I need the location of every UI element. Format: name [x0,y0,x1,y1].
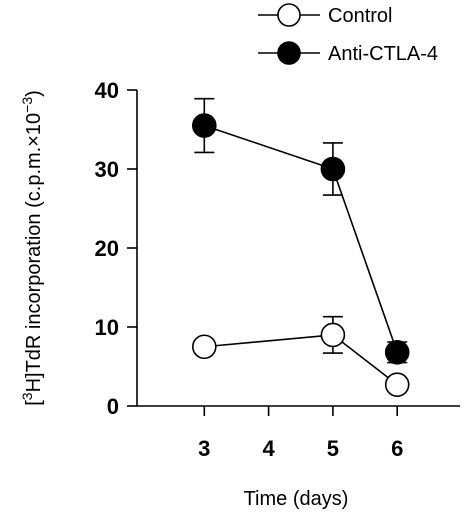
y-tick-label-0: 0 [107,394,119,419]
y-ticks: 0 10 20 30 40 [95,78,137,419]
series-layer [192,97,410,397]
legend: Control Anti-CTLA-4 [258,3,438,65]
y-tick-label-10: 10 [95,315,119,340]
legend-anti-ctla4-label: Anti-CTLA-4 [328,43,438,65]
legend-control-marker [277,3,301,27]
data-point-anti-ctla-4-2 [384,339,410,365]
legend-anti-ctla4-marker [277,41,301,65]
series-anti-ctla-4 [192,97,410,365]
series-line-control [204,334,398,386]
y-tick-label-30: 30 [95,157,119,182]
y-tick-label-20: 20 [95,236,119,261]
legend-control-label: Control [328,5,392,27]
x-tick-label-3: 3 [198,436,210,461]
data-point-control-1 [320,322,346,348]
y-tick-label-40: 40 [95,78,119,103]
x-ticks: 3 4 5 6 [198,406,403,461]
x-tick-label-4: 4 [262,436,275,461]
series-line-anti-ctla-4 [204,124,398,353]
data-point-anti-ctla-4-0 [192,113,217,138]
data-point-control-2 [384,372,410,397]
data-point-control-0 [192,334,217,360]
x-tick-label-5: 5 [327,436,339,461]
data-point-anti-ctla-4-1 [320,156,346,182]
series-control [192,315,410,397]
x-axis-title: Time (days) [244,488,349,510]
y-axis-title: [3H]TdR incorporation (c.p.m.×10−3) [19,90,45,406]
x-tick-label-6: 6 [391,436,403,461]
